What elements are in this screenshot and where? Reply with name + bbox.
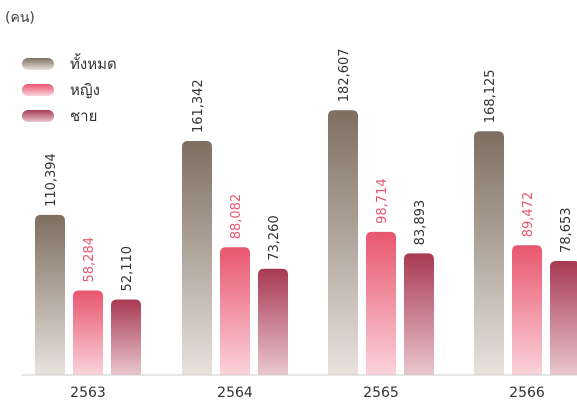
legend-swatch-0: [22, 58, 54, 70]
value-label-2566-2: 78,653: [559, 207, 574, 253]
value-label-2565-1: 98,714: [375, 178, 390, 224]
value-label-2566-0: 168,125: [483, 69, 498, 123]
x-tick-2563: 2563: [70, 385, 106, 401]
value-label-2563-2: 52,110: [120, 246, 135, 292]
legend-swatch-2: [22, 110, 54, 122]
legend-label-0: ทั้งหมด: [70, 53, 117, 73]
x-tick-2565: 2565: [363, 385, 399, 401]
x-axis-ticks: 2563 2564 2565 2566: [70, 385, 545, 401]
value-label-2564-0: 161,342: [191, 79, 206, 133]
legend-label-2: ชาย: [70, 107, 97, 125]
bar-2563-0: [35, 214, 65, 375]
bar-2565-2: [404, 253, 434, 375]
legend-swatch-1: [22, 84, 54, 96]
value-label-2564-2: 73,260: [267, 215, 282, 261]
value-label-2565-0: 182,607: [337, 48, 352, 102]
bar-2565-0: [328, 110, 358, 375]
bar-2566-2: [550, 260, 577, 375]
legend-label-1: หญิง: [70, 81, 100, 99]
value-label-2565-2: 83,893: [413, 200, 428, 246]
value-label-2563-1: 58,284: [82, 237, 97, 283]
bars: 110,394 58,284 52,110 161,342 88,082 73,260 18…: [35, 48, 577, 375]
bar-2565-1: [366, 231, 396, 375]
bar-2564-1: [220, 247, 250, 375]
value-label-2566-1: 89,472: [521, 192, 536, 238]
bar-2564-2: [258, 268, 288, 375]
x-tick-2566: 2566: [509, 385, 545, 401]
bar-2566-1: [512, 245, 542, 375]
x-tick-2564: 2564: [217, 385, 253, 401]
unit-label: (คน): [5, 10, 35, 26]
bar-2563-2: [111, 299, 141, 375]
value-label-2563-0: 110,394: [44, 153, 59, 207]
bar-2566-0: [474, 131, 504, 375]
bar-2564-0: [182, 141, 212, 375]
bar-2563-1: [73, 290, 103, 375]
value-label-2564-1: 88,082: [229, 194, 244, 240]
